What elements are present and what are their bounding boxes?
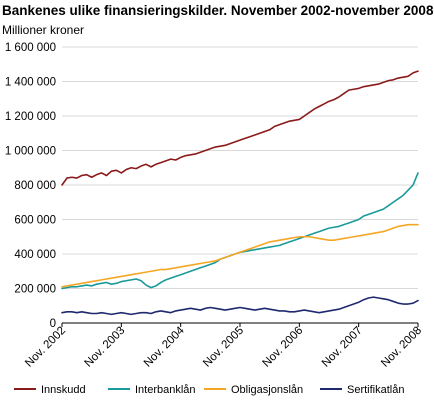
x-tick-label: Nov. 2003	[82, 325, 127, 370]
y-tick-label: 1 200 000	[5, 111, 56, 123]
y-tick-label: 1 600 000	[5, 42, 56, 54]
series-line-0	[61, 70, 419, 186]
series-lines	[61, 70, 419, 316]
y-tick-label: 1 000 000	[5, 146, 56, 158]
legend: Innskudd Interbanklån Obligasjonslån Sertif…	[14, 384, 404, 396]
x-tick-label: Nov. 2008	[379, 325, 424, 370]
series-line-3	[61, 296, 419, 316]
y-tick-label: 600 000	[14, 215, 56, 227]
x-tick-label: Nov. 2004	[142, 324, 187, 369]
y-tick-label: 400 000	[14, 249, 56, 261]
y-tick-label: 1 400 000	[5, 77, 56, 89]
gridlines	[62, 46, 418, 289]
y-axis-unit-label: Millioner kroner	[2, 23, 84, 37]
legend-label-0: Innskudd	[41, 384, 86, 396]
series-line-1	[61, 172, 419, 290]
y-tick-label: 0	[50, 318, 56, 330]
series-line-2	[61, 223, 419, 288]
x-axis: Nov. 2002 Nov. 2003 Nov. 2004 Nov. 2005 Nov.…	[23, 322, 424, 370]
chart-title: Bankenes ulike finansieringskilder. Nove…	[2, 3, 434, 18]
y-axis-ticks: 0 200 000 400 000 600 000 800 000 1 000 000 1 …	[5, 42, 56, 330]
legend-label-3: Sertifikatlån	[347, 384, 404, 396]
legend-label-1: Interbanklån	[135, 384, 196, 396]
x-tick-label: Nov. 2006	[260, 325, 305, 370]
x-tick-label: Nov. 2002	[23, 325, 68, 370]
x-tick-label: Nov. 2005	[201, 325, 246, 370]
y-tick-label: 200 000	[14, 284, 56, 296]
y-tick-label: 800 000	[14, 180, 56, 192]
x-tick-label: Nov. 2007	[320, 325, 365, 370]
legend-label-2: Obligasjonslån	[231, 384, 303, 396]
